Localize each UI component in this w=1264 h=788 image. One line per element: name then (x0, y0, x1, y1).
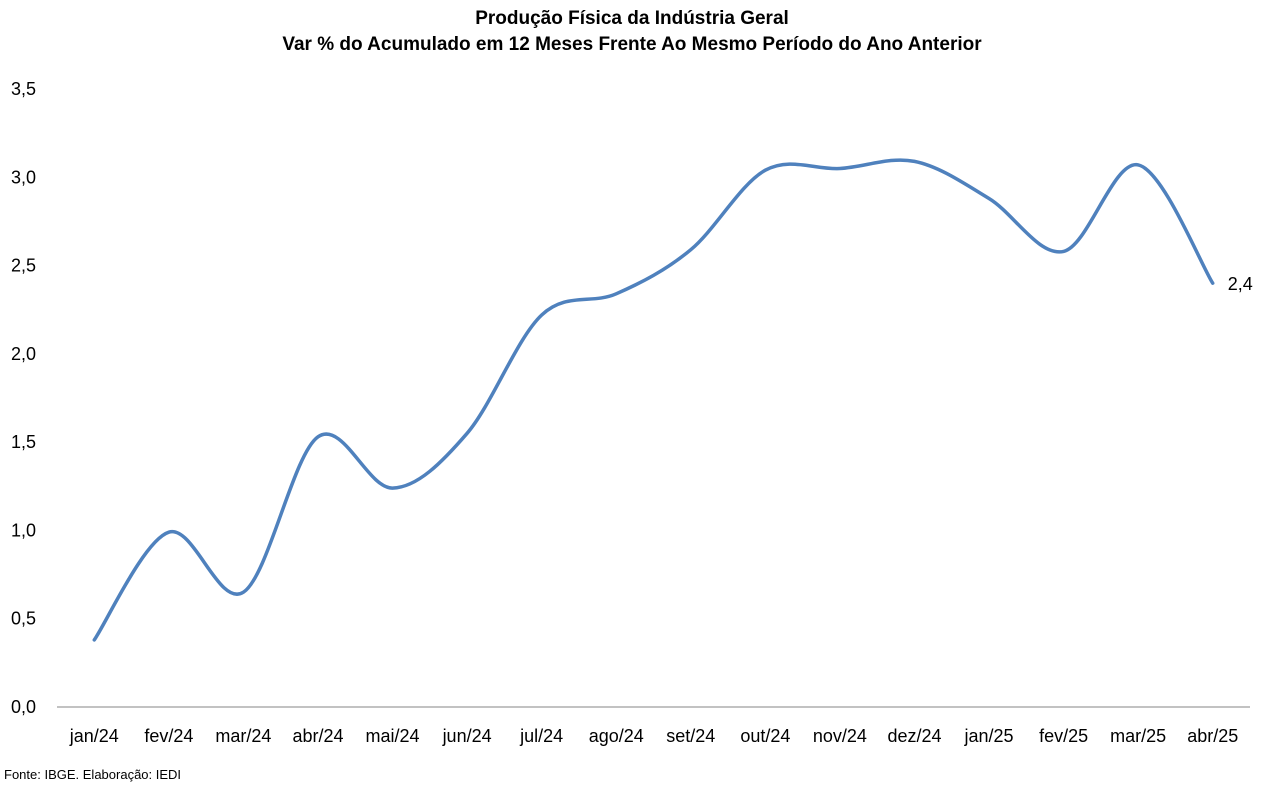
data-labels: 2,4 (1228, 274, 1253, 294)
data-label: 2,4 (1228, 274, 1253, 294)
x-tick-label: abr/24 (292, 726, 343, 746)
source-note: Fonte: IBGE. Elaboração: IEDI (4, 767, 182, 782)
x-tick-label: out/24 (740, 726, 790, 746)
x-axis-tick-labels: jan/24 fev/24 mar/24 abr/24 mai/24 jun/24 jul/… (69, 726, 1238, 746)
chart-title-block: Produção Física da Indústria Geral Var %… (0, 6, 1264, 58)
x-tick-label: jan/24 (69, 726, 119, 746)
x-tick-label: nov/24 (813, 726, 867, 746)
x-tick-label: set/24 (666, 726, 715, 746)
y-tick-label: 1,0 (11, 520, 36, 540)
y-axis-tick-labels: 0,0 0,5 1,0 1,5 2,0 2,5 3,0 3,5 (11, 79, 36, 717)
x-tick-label: jan/25 (964, 726, 1014, 746)
x-tick-label: mar/24 (215, 726, 271, 746)
x-tick-label: jul/24 (519, 726, 563, 746)
chart-subtitle: Var % do Acumulado em 12 Meses Frente Ao… (282, 34, 982, 55)
x-tick-label: fev/24 (144, 726, 193, 746)
series-line (92, 158, 1215, 642)
x-tick-label: jun/24 (442, 726, 492, 746)
y-tick-label: 3,0 (11, 167, 36, 187)
y-tick-label: 0,5 (11, 609, 36, 629)
y-tick-label: 2,5 (11, 256, 36, 276)
y-tick-label: 0,0 (11, 697, 36, 717)
x-tick-label: dez/24 (887, 726, 941, 746)
x-tick-label: mai/24 (366, 726, 420, 746)
x-tick-label: abr/25 (1187, 726, 1238, 746)
y-tick-label: 3,5 (11, 79, 36, 99)
x-tick-label: mar/25 (1110, 726, 1166, 746)
chart-title: Produção Física da Indústria Geral (475, 8, 789, 29)
x-tick-label: fev/25 (1039, 726, 1088, 746)
x-tick-label: ago/24 (589, 726, 644, 746)
y-tick-label: 1,5 (11, 432, 36, 452)
y-tick-label: 2,0 (11, 344, 36, 364)
